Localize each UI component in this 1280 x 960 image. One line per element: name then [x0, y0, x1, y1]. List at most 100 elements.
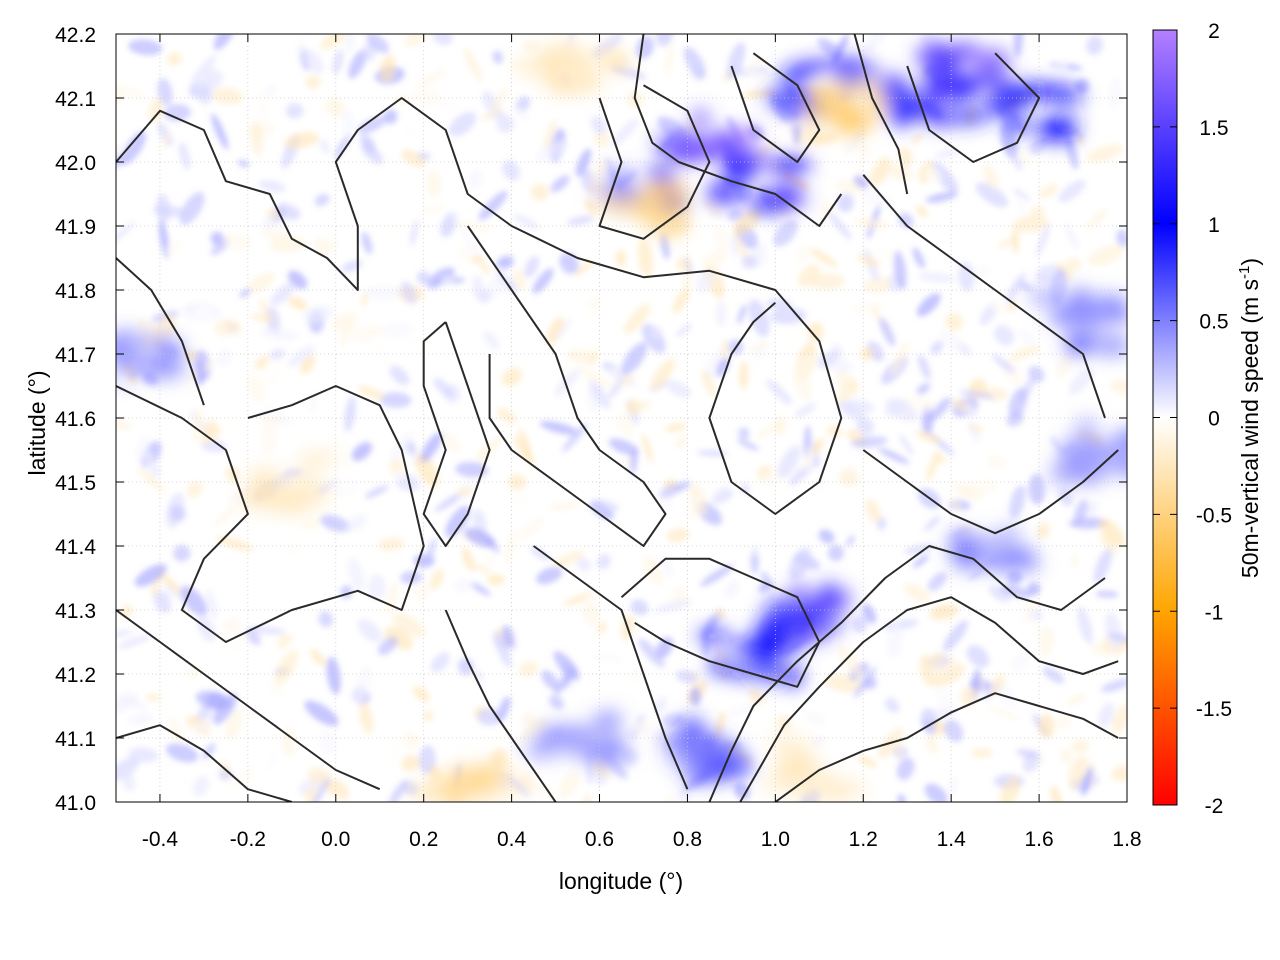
- field-cell: [266, 750, 279, 772]
- field-cell: [301, 49, 324, 74]
- field-cell: [319, 730, 337, 755]
- field-cell: [682, 271, 693, 290]
- field-cell: [125, 55, 146, 73]
- field-spot: [1035, 127, 1080, 139]
- field-cell: [246, 628, 261, 646]
- contour-line: [730, 52, 821, 163]
- field-cell: [1036, 223, 1051, 257]
- field-cell: [389, 459, 406, 476]
- field-cell: [156, 193, 171, 225]
- colorbar-tick-label: 1.5: [1199, 117, 1228, 140]
- field-cell: [552, 550, 585, 568]
- field-spot: [723, 644, 747, 653]
- field-spot: [1073, 417, 1101, 435]
- field-spot: [690, 109, 711, 127]
- field-cell: [247, 625, 286, 635]
- field-cell: [1013, 34, 1024, 57]
- field-spot: [745, 153, 773, 168]
- field-cell: [650, 325, 664, 339]
- field-cell: [665, 423, 687, 432]
- field-spot: [960, 53, 986, 63]
- field-cell: [1069, 367, 1095, 395]
- field-spot: [994, 551, 1041, 563]
- field-cell: [414, 583, 429, 601]
- field-cell: [966, 645, 990, 668]
- field-cell: [401, 149, 426, 168]
- field-cell: [326, 656, 341, 695]
- contour-line: [422, 321, 491, 547]
- field-cell: [317, 610, 334, 628]
- y-tick-label: 41.4: [55, 536, 96, 559]
- field-cell: [468, 254, 484, 264]
- field-cell: [656, 637, 674, 658]
- field-cell: [1005, 272, 1026, 304]
- field-cell: [529, 547, 551, 561]
- field-spot: [936, 50, 962, 71]
- field-spot: [926, 109, 953, 128]
- field-cell: [273, 473, 291, 491]
- field-cell: [255, 90, 269, 120]
- field-cell: [309, 648, 327, 667]
- field-cell: [157, 78, 173, 106]
- field-spot: [489, 782, 511, 793]
- field-cell: [116, 221, 136, 248]
- field-cell: [629, 449, 638, 474]
- field-spot: [567, 730, 605, 740]
- field-cell: [838, 468, 860, 487]
- field-spot: [442, 784, 466, 802]
- field-spot: [1134, 443, 1151, 455]
- field-cell: [898, 433, 915, 456]
- field-cell: [561, 423, 588, 453]
- field-cell: [222, 643, 232, 657]
- field-cell: [567, 215, 594, 226]
- field-cell: [379, 54, 397, 83]
- field-cell: [222, 617, 242, 632]
- field-cell: [416, 270, 431, 285]
- field-cell: [923, 515, 941, 532]
- field-cell: [457, 245, 471, 260]
- field-cell: [727, 209, 743, 222]
- x-tick-label: 1.2: [849, 828, 878, 851]
- field-cell: [638, 638, 665, 668]
- colorbar-title-main: 50m-vertical wind speed (m s: [1237, 279, 1263, 578]
- field-cell: [930, 604, 959, 619]
- field-cell: [836, 400, 865, 421]
- field-cell: [434, 491, 466, 512]
- contour-line: [906, 52, 1041, 163]
- field-spot: [649, 181, 678, 199]
- field-cell: [269, 236, 306, 253]
- field-cell: [925, 191, 958, 203]
- field-cell: [990, 673, 1005, 696]
- field-spot: [532, 70, 569, 81]
- field-cell: [700, 564, 734, 587]
- field-cell: [148, 97, 164, 124]
- field-cell: [737, 438, 760, 451]
- field-cell: [886, 621, 903, 659]
- field-cell: [788, 547, 812, 580]
- field-cell: [1110, 741, 1127, 748]
- field-cell: [548, 502, 580, 511]
- field-cell: [304, 700, 339, 727]
- field-cell: [683, 46, 706, 79]
- field-cell: [654, 599, 693, 613]
- field-cell: [596, 553, 611, 570]
- field-cell: [258, 180, 287, 193]
- field-cell: [770, 307, 807, 325]
- field-cell: [339, 316, 354, 347]
- field-cell: [223, 233, 252, 251]
- field-cell: [548, 694, 565, 710]
- field-cell: [117, 84, 148, 101]
- field-spot: [696, 628, 731, 643]
- field-cell: [1070, 554, 1079, 569]
- terrain-contours: [116, 34, 1119, 802]
- field-cell: [558, 771, 580, 799]
- field-cell: [546, 317, 565, 345]
- field-cell: [550, 175, 570, 193]
- field-cell: [184, 716, 218, 740]
- field-cell: [390, 431, 413, 463]
- field-cell: [944, 719, 964, 742]
- field-cell: [752, 345, 768, 361]
- field-cell: [303, 305, 333, 324]
- field-cell: [912, 555, 929, 568]
- field-cell: [312, 604, 321, 628]
